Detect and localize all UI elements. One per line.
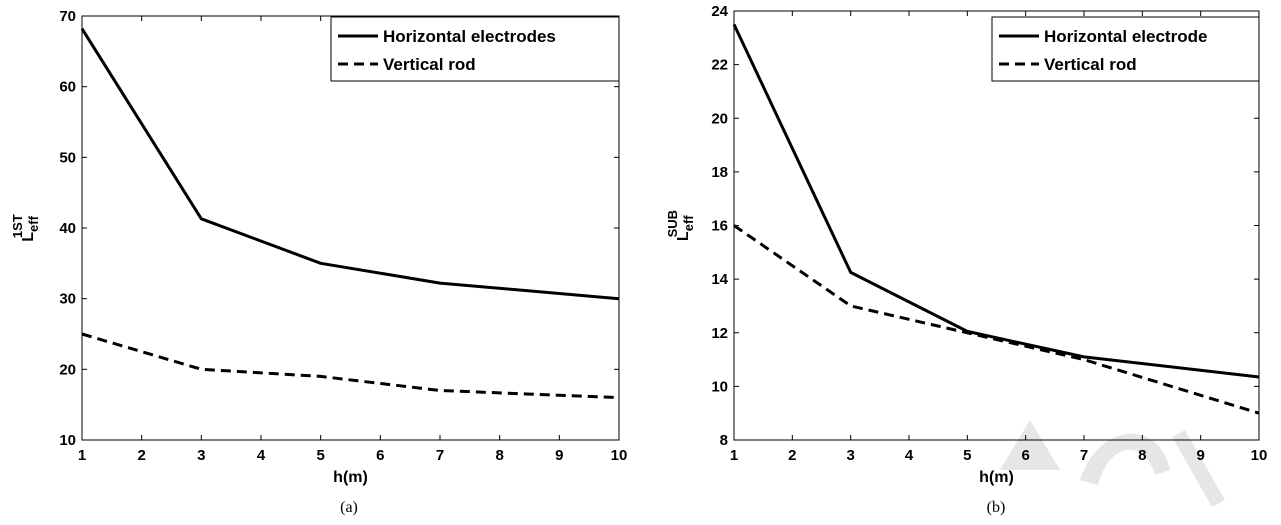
x-tick-label: 9 [1196, 447, 1204, 464]
y-axis-label-sup: 1ST [10, 214, 25, 238]
x-tick-label: 5 [963, 447, 971, 464]
watermark [1000, 420, 1225, 507]
y-tick-label: 16 [711, 218, 728, 235]
y-tick-label: 20 [711, 110, 728, 127]
x-tick-label: 7 [1080, 447, 1088, 464]
y-tick-label: 12 [711, 325, 728, 342]
y-tick-label: 30 [59, 291, 76, 308]
y-axis-label: LeffSUB [665, 210, 696, 241]
x-tick-label: 10 [611, 447, 628, 464]
series-line-1 [80, 27, 620, 301]
y-tick-label: 10 [59, 432, 76, 449]
y-axis-label-sub: eff [681, 215, 696, 232]
legend: Horizontal electrodes Vertical rod [330, 16, 620, 82]
x-tick-label: 5 [316, 447, 324, 464]
y-axis-label-sub: eff [26, 215, 41, 232]
legend-label-2: Vertical rod [383, 55, 476, 74]
legend: Horizontal electrode Vertical rod [991, 16, 1260, 82]
y-tick-label: 70 [59, 8, 76, 25]
y-tick-label: 10 [711, 378, 728, 395]
x-tick-label: 7 [436, 447, 444, 464]
x-tick-label: 6 [376, 447, 384, 464]
y-tick-label: 60 [59, 79, 76, 96]
legend-box [330, 16, 620, 82]
x-tick-label: 4 [257, 447, 266, 464]
x-tick-label: 8 [495, 447, 503, 464]
series-line-2 [81, 332, 620, 400]
legend-box [991, 16, 1260, 82]
x-tick-label: 1 [78, 447, 86, 464]
legend-label-1: Horizontal electrodes [383, 27, 556, 46]
x-tick-label: 1 [730, 447, 738, 464]
panel-caption: (a) [340, 499, 358, 516]
x-tick-label: 6 [1021, 447, 1029, 464]
x-axis-label: h(m) [333, 469, 368, 486]
y-tick-label: 14 [711, 271, 728, 288]
y-tick-label: 40 [59, 220, 76, 237]
y-tick-label: 18 [711, 164, 728, 181]
x-tick-label: 10 [1251, 447, 1268, 464]
x-tick-label: 4 [905, 447, 914, 464]
y-axis-label: Leff1ST [10, 214, 41, 242]
y-tick-label: 22 [711, 57, 728, 74]
chart-b: 1 2 3 4 5 6 7 8 9 1081012141618202224h(m)LeffSUBH… [665, 3, 1267, 516]
x-axis-label: h(m) [979, 469, 1014, 486]
x-tick-label: 2 [788, 447, 796, 464]
y-tick-label: 50 [59, 149, 76, 166]
y-axis-label-base: L [20, 232, 37, 242]
y-axis-label-sup: SUB [665, 210, 680, 237]
chart-a: 1 2 3 4 5 6 7 8 9 10 10 20 30 40 50 60 70 h(m) Leff1ST Hori… [10, 8, 627, 516]
x-tick-label: 3 [846, 447, 854, 464]
x-tick-label: 3 [197, 447, 205, 464]
x-tick-label: 8 [1138, 447, 1146, 464]
series-line-2 [733, 224, 1260, 415]
legend-label-1: Horizontal electrode [1044, 27, 1207, 46]
y-tick-label: 24 [711, 3, 728, 20]
x-tick-label: 9 [555, 447, 563, 464]
x-tick-label: 2 [137, 447, 145, 464]
legend-label-2: Vertical rod [1044, 55, 1137, 74]
panel-caption: (b) [987, 499, 1006, 516]
y-tick-label: 8 [720, 432, 728, 449]
y-tick-label: 20 [59, 361, 76, 378]
y-axis-label-base: L [675, 231, 692, 241]
